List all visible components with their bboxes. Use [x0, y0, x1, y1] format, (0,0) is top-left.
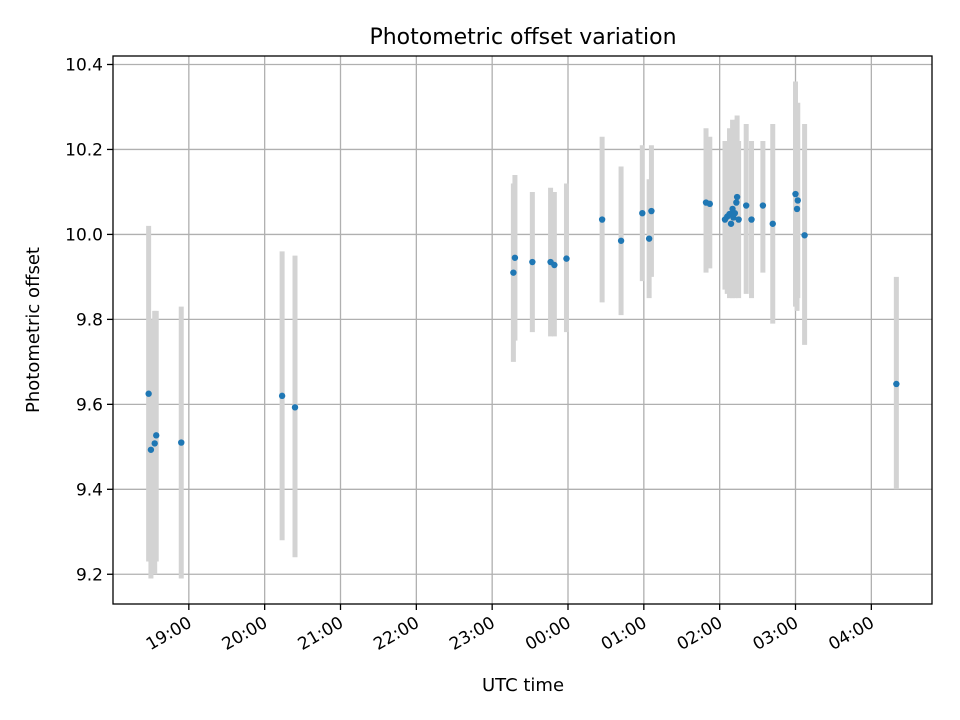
data-point	[893, 380, 900, 388]
data-point	[529, 258, 536, 266]
y-tick-label: 10.2	[65, 140, 103, 160]
data-point	[748, 216, 755, 223]
data-point	[598, 216, 606, 223]
data-point	[743, 202, 750, 209]
data-point	[153, 432, 160, 439]
data-point	[551, 261, 558, 269]
data-point	[511, 254, 519, 261]
data-point	[794, 197, 801, 204]
y-tick-label: 10.4	[65, 55, 103, 75]
y-axis-label: Photometric offset	[23, 247, 44, 413]
data-point	[648, 207, 655, 215]
y-tick-label: 9.6	[76, 395, 103, 415]
data-point	[706, 200, 714, 208]
plot-frame	[112, 55, 933, 605]
data-point	[145, 390, 152, 397]
y-tick-label: 9.2	[76, 565, 103, 585]
data-point	[733, 193, 741, 201]
x-axis-label: UTC time	[482, 675, 564, 696]
data-point	[510, 269, 517, 276]
data-point	[731, 209, 739, 217]
data-point	[645, 235, 653, 242]
data-point	[278, 392, 286, 400]
chart-title: Photometric offset variation	[369, 25, 676, 50]
data-point	[793, 205, 801, 213]
data-point	[563, 255, 570, 262]
data-point	[178, 439, 185, 446]
y-tick-label: 9.8	[76, 310, 103, 330]
data-point	[639, 209, 646, 217]
data-point	[769, 220, 776, 227]
y-tick-label: 9.4	[76, 480, 103, 500]
data-point	[617, 237, 625, 244]
data-point	[291, 404, 299, 411]
data-point	[147, 446, 155, 453]
data-point	[151, 440, 158, 447]
data-point	[792, 190, 799, 198]
data-point	[733, 199, 740, 206]
data-point	[759, 202, 767, 209]
data-points	[145, 190, 900, 453]
data-point	[735, 216, 742, 223]
y-tick-label: 10.0	[65, 225, 103, 245]
data-point	[727, 220, 735, 227]
data-point	[801, 232, 808, 239]
